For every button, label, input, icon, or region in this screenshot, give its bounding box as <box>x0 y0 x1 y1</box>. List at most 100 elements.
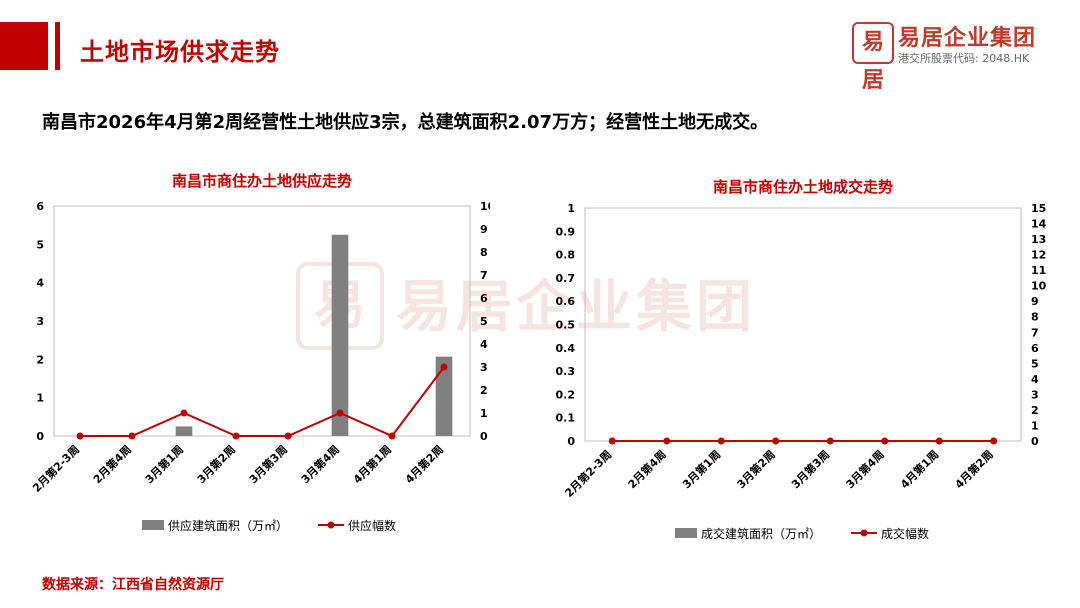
y-left-tick-label: 2 <box>36 353 44 366</box>
y-right-tick-label: 4 <box>1031 373 1039 386</box>
x-tick-label: 3月第4周 <box>843 447 887 491</box>
y-left-tick-label: 0.8 <box>556 249 576 262</box>
y-right-tick-label: 8 <box>480 246 488 259</box>
logo-stock-code: 港交所股票代码: 2048.HK <box>898 52 1030 65</box>
y-right-tick-label: 0 <box>1031 435 1039 448</box>
header-accent-line <box>55 22 60 70</box>
series-line <box>80 366 445 438</box>
page-title: 土地市场供求走势 <box>80 38 280 66</box>
y-right-tick-label: 8 <box>1031 311 1039 324</box>
line-point-3月第3周 <box>284 432 292 440</box>
y-right-tick-label: 0 <box>480 430 488 443</box>
data-source: 数据来源：江西省自然资源厅 <box>42 577 224 593</box>
y-right-tick-label: 2 <box>480 384 488 397</box>
line-point-4月第1周 <box>388 432 396 440</box>
y-left-tick-label: 5 <box>36 238 44 251</box>
y-right-tick-label: 9 <box>480 223 488 236</box>
y-right-tick-label: 15 <box>1031 202 1046 215</box>
y-right-tick-label: 11 <box>1031 264 1046 277</box>
y-left-tick-label: 6 <box>36 200 44 213</box>
legend-line-marker <box>327 521 335 529</box>
x-tick-label: 2月第2-3周 <box>29 442 82 495</box>
x-tick-label: 3月第3周 <box>788 447 832 491</box>
y-right-tick-label: 9 <box>1031 295 1039 308</box>
line-point-4月第1周 <box>935 437 943 445</box>
x-tick-label: 4月第1周 <box>350 442 394 486</box>
chart-svg-0: 南昌市商住办土地供应走势 0 1 2 3 4 5 6 0 1 2 3 4 5 6 7 8 9 10 2月第2-3周2月… <box>29 172 490 533</box>
logo-name: 易居企业集团 <box>898 26 1037 51</box>
line-point-3月第1周 <box>717 437 725 445</box>
line-point-3月第4周 <box>336 409 344 417</box>
chart-svg-1: 南昌市商住办土地成交走势 0 0.1 0.2 0.3 0.4 0.5 0.6 0.7 0.8 0.9… <box>556 178 1047 541</box>
logo-mark-icon: 易居 <box>852 22 894 93</box>
y-right-tick-label: 12 <box>1031 249 1046 262</box>
summary-text: 南昌市2026年4月第2周经营性土地供应3宗，总建筑面积2.07万方；经营性土地… <box>42 112 769 133</box>
x-tick-label: 2月第2-3周 <box>562 447 615 500</box>
legend-bar-swatch <box>675 528 697 538</box>
plot-area <box>53 205 471 437</box>
y-left-tick-label: 0.6 <box>556 295 576 308</box>
line-point-2月第4周 <box>128 432 136 440</box>
x-tick-label: 3月第1周 <box>679 447 723 491</box>
company-logo: 易居 易居企业集团 港交所股票代码: 2048.HK <box>852 22 1072 93</box>
x-tick-label: 3月第4周 <box>298 442 342 486</box>
y-left-tick-label: 0.1 <box>556 412 576 425</box>
x-tick-label: 3月第2周 <box>194 442 238 486</box>
y-left-tick-label: 0 <box>567 435 575 448</box>
line-point-2月第2-3周 <box>76 432 84 440</box>
legend-bar-label: 成交建筑面积（万㎡） <box>701 526 821 541</box>
y-right-tick-label: 3 <box>480 361 488 374</box>
x-tick-label: 4月第1周 <box>897 447 941 491</box>
y-right-tick-label: 6 <box>1031 342 1039 355</box>
y-left-tick-label: 0.4 <box>556 342 576 355</box>
y-left-tick-label: 3 <box>36 315 44 328</box>
y-left-tick-label: 0.7 <box>556 272 576 285</box>
y-right-tick-label: 13 <box>1031 233 1046 246</box>
y-right-tick-label: 6 <box>480 292 488 305</box>
y-right-tick-label: 10 <box>1031 280 1047 293</box>
y-right-tick-label: 1 <box>1031 419 1039 432</box>
y-right-tick-label: 2 <box>1031 404 1039 417</box>
supply-chart: 南昌市商住办土地供应走势 0 1 2 3 4 5 6 0 1 2 3 4 5 6 7 8 9 10 2月第2-3周2月… <box>20 160 490 560</box>
bar-3月第1周 <box>175 426 193 436</box>
y-right-tick-label: 7 <box>480 269 488 282</box>
y-left-tick-label: 0.3 <box>556 365 576 378</box>
legend-bar-swatch <box>142 520 164 530</box>
transaction-chart: 南昌市商住办土地成交走势 0 0.1 0.2 0.3 0.4 0.5 0.6 0.7 0.8 0.9… <box>545 160 1065 560</box>
line-point-4月第2周 <box>440 363 448 371</box>
x-tick-label: 3月第1周 <box>142 442 186 486</box>
line-point-3月第4周 <box>881 437 889 445</box>
bar-3月第4周 <box>331 234 349 436</box>
y-right-tick-label: 5 <box>480 315 488 328</box>
line-point-3月第2周 <box>232 432 240 440</box>
header-accent-bar <box>0 22 48 70</box>
line-point-3月第1周 <box>180 409 188 417</box>
y-right-tick-label: 4 <box>480 338 488 351</box>
legend-bar-label: 供应建筑面积（万㎡） <box>168 518 288 533</box>
x-tick-label: 2月第4周 <box>625 447 669 491</box>
y-right-tick-label: 1 <box>480 407 488 420</box>
y-left-tick-label: 4 <box>36 277 44 290</box>
chart-title: 南昌市商住办土地供应走势 <box>172 172 352 190</box>
y-left-tick-label: 0 <box>36 430 44 443</box>
y-right-tick-label: 10 <box>480 200 490 213</box>
x-tick-label: 4月第2周 <box>402 442 446 486</box>
line-point-2月第2-3周 <box>608 437 616 445</box>
x-tick-label: 4月第2周 <box>952 447 996 491</box>
legend-line-label: 成交幅数 <box>881 526 929 541</box>
y-right-tick-label: 5 <box>1031 357 1039 370</box>
y-right-tick-label: 14 <box>1031 218 1047 231</box>
x-tick-label: 3月第2周 <box>734 447 778 491</box>
legend-line-marker <box>860 529 868 537</box>
line-point-2月第4周 <box>663 437 671 445</box>
y-left-tick-label: 1 <box>567 202 575 215</box>
line-point-3月第3周 <box>826 437 834 445</box>
line-point-4月第2周 <box>990 437 998 445</box>
y-left-tick-label: 0.5 <box>556 319 576 332</box>
y-left-tick-label: 0.9 <box>556 225 576 238</box>
plot-area <box>584 207 1022 442</box>
x-tick-label: 3月第3周 <box>246 442 290 486</box>
x-tick-label: 2月第4周 <box>90 442 134 486</box>
y-left-tick-label: 1 <box>36 392 44 405</box>
legend-line-label: 供应幅数 <box>348 518 396 533</box>
